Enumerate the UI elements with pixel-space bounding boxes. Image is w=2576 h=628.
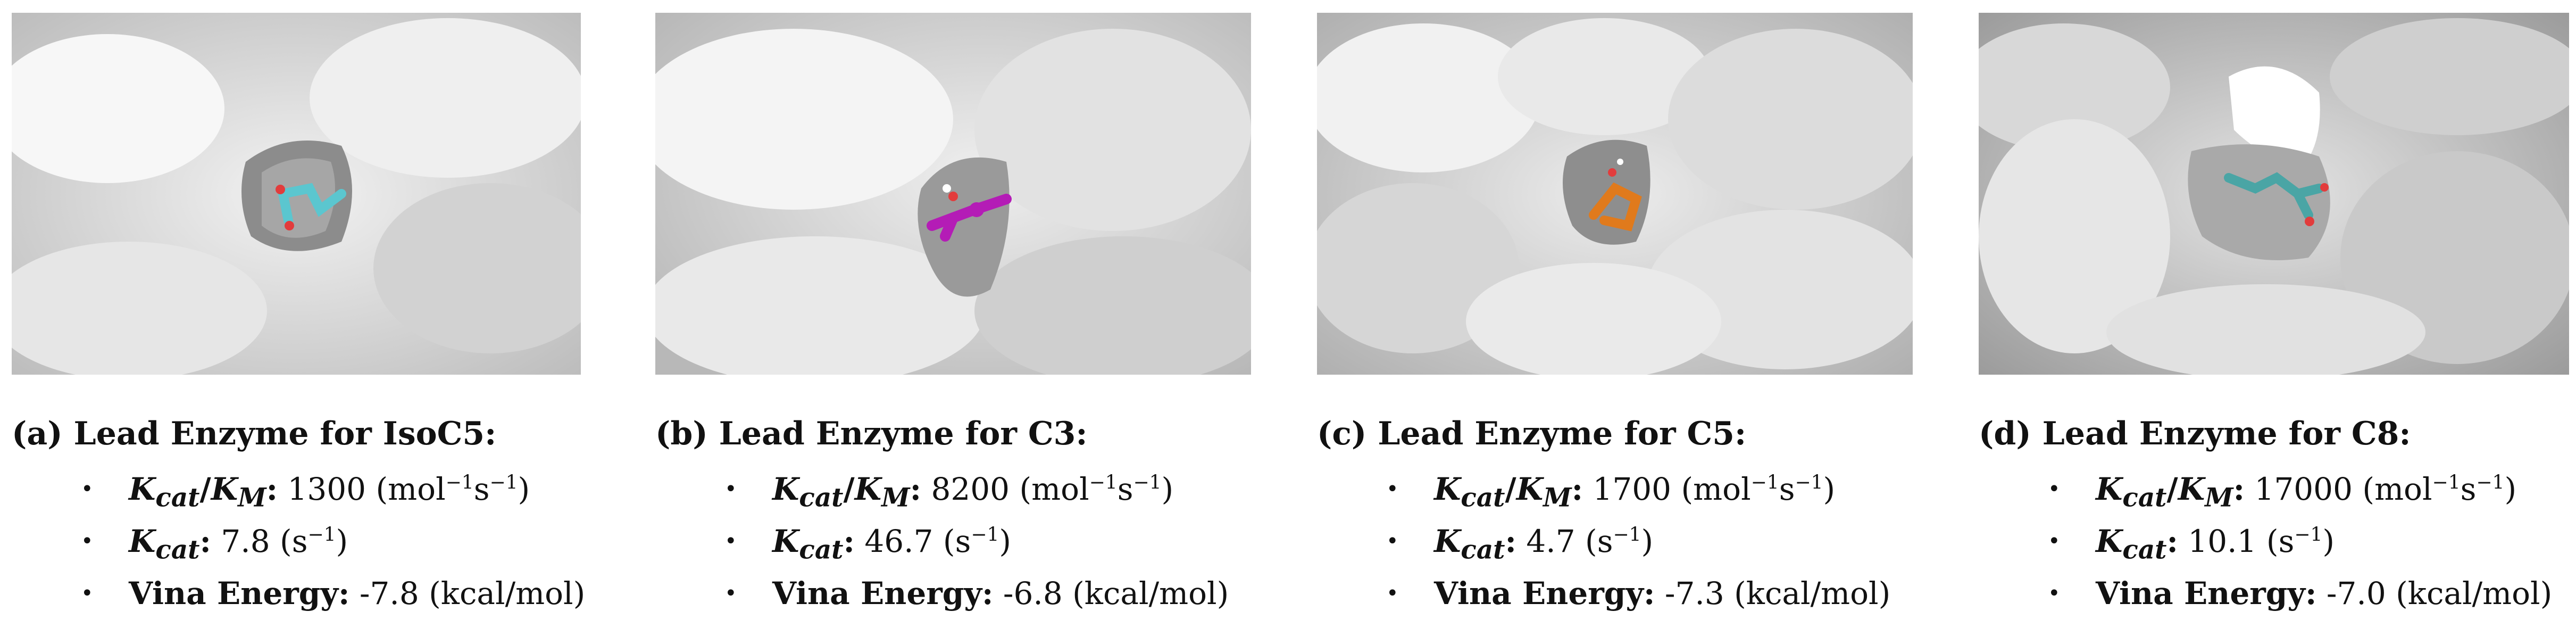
metrics-list-c: • Kcat/KM: 1700 (mol−1s−1) • Kcat: 4.7 (…: [1317, 463, 1890, 619]
metric-kcat-b: • Kcat: 46.7 (s−1): [724, 523, 1012, 565]
metric-kcat-km-d: • Kcat/KM: 17000 (mol−1s−1): [2048, 471, 2517, 513]
metrics-list-b: • Kcat/KM: 8200 (mol−1s−1) • Kcat: 46.7 …: [655, 463, 1229, 619]
metric-vina-d: • Vina Energy: -7.0 (kcal/mol): [2048, 575, 2553, 612]
metric-kcat-d: • Kcat: 10.1 (s−1): [2048, 523, 2335, 565]
ligand-c: [1589, 182, 1642, 232]
metric-kcat-c: • Kcat: 4.7 (s−1): [1386, 523, 1654, 565]
panel-c: (c) Lead Enzyme for C5: • Kcat/KM: 1700 …: [1317, 0, 1950, 628]
enzyme-surface-image-d: [1979, 13, 2569, 375]
metric-vina-c: • Vina Energy: -7.3 (kcal/mol): [1386, 575, 1891, 612]
enzyme-surface-image-c: [1317, 13, 1913, 375]
panel-caption-a: (a) Lead Enzyme for IsoC5:: [12, 415, 497, 452]
metrics-list-a: • Kcat/KM: 1300 (mol−1s−1) • Kcat: 7.8 (…: [12, 463, 585, 619]
metric-kcat-a: • Kcat: 7.8 (s−1): [81, 523, 348, 565]
metric-kcat-km-b: • Kcat/KM: 8200 (mol−1s−1): [724, 471, 1174, 513]
metric-vina-a: • Vina Energy: -7.8 (kcal/mol): [81, 575, 586, 612]
panel-d: (d) Lead Enzyme for C8: • Kcat/KM: 17000…: [1979, 0, 2569, 628]
metric-kcat-km-c: • Kcat/KM: 1700 (mol−1s−1): [1386, 471, 1836, 513]
panel-caption-d: (d) Lead Enzyme for C8:: [1979, 415, 2411, 452]
metrics-list-d: • Kcat/KM: 17000 (mol−1s−1) • Kcat: 10.1…: [1979, 463, 2552, 619]
panel-a: (a) Lead Enzyme for IsoC5: • Kcat/KM: 13…: [12, 0, 645, 628]
enzyme-surface-image-b: [655, 13, 1251, 375]
metric-kcat-km-a: • Kcat/KM: 1300 (mol−1s−1): [81, 471, 530, 513]
panel-caption-c: (c) Lead Enzyme for C5:: [1317, 415, 1747, 452]
panel-b: (b) Lead Enzyme for C3: • Kcat/KM: 8200 …: [655, 0, 1288, 628]
ligand-a: [278, 183, 346, 225]
ligand-d: [2224, 172, 2324, 220]
panel-caption-b: (b) Lead Enzyme for C3:: [655, 415, 1088, 452]
enzyme-surface-image-a: [12, 13, 581, 375]
metric-vina-b: • Vina Energy: -6.8 (kcal/mol): [724, 575, 1229, 612]
